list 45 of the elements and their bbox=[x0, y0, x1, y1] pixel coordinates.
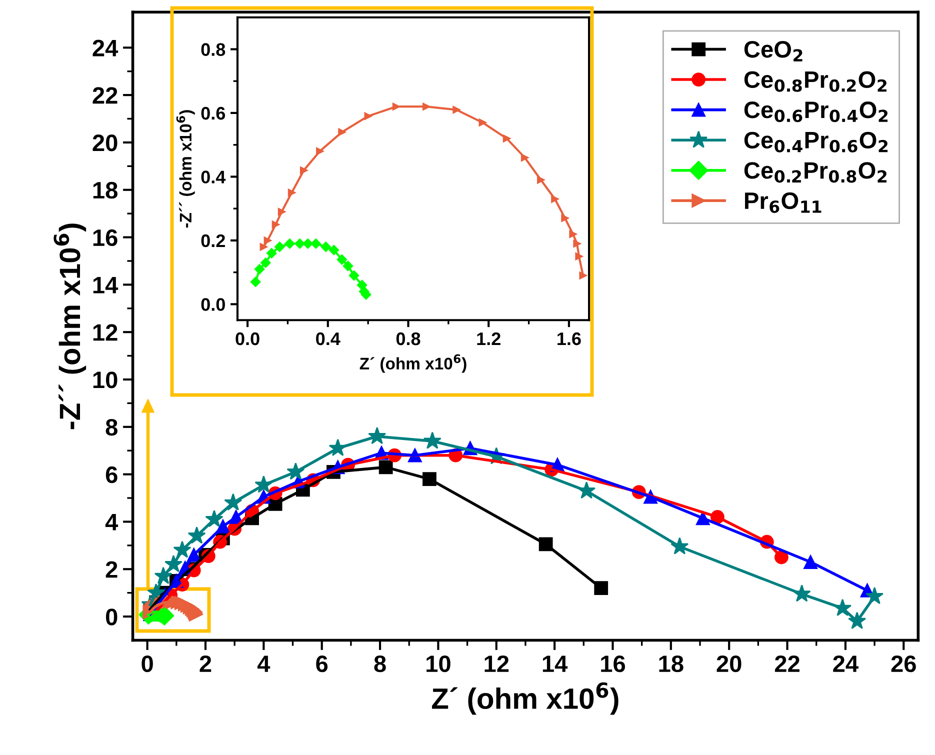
legend-label: Ce$_{0.6}$Pr$_{0.4}$O$_{2}$ bbox=[744, 102, 888, 122]
x-tick-label: 8 bbox=[374, 655, 386, 672]
y-tick-label: 20 bbox=[92, 134, 118, 152]
y-tick-label: 0 bbox=[106, 608, 118, 626]
x-tick-label: 16 bbox=[601, 655, 626, 672]
y-tick-label: 0.0 bbox=[201, 298, 225, 311]
legend-label: Ce$_{0.2}$Pr$_{0.8}$O$_{2}$ bbox=[744, 162, 886, 183]
y-tick-label: 0.2 bbox=[201, 234, 225, 248]
x-tick-label: 24 bbox=[833, 655, 858, 672]
x-tick-label: 0.4 bbox=[316, 332, 340, 346]
y-tick-label: 10 bbox=[93, 372, 118, 388]
x-tick-label: 12 bbox=[484, 655, 509, 672]
x-tick-label: 18 bbox=[659, 655, 684, 672]
y-tick-label: 8 bbox=[106, 418, 118, 436]
x-tick-label: 22 bbox=[774, 655, 800, 672]
x-tick-label: 1.6 bbox=[558, 332, 581, 346]
legend-label: Pr$_{6}$O$_{11}$ bbox=[745, 192, 822, 213]
x-tick-label: 0.8 bbox=[396, 332, 420, 346]
legend-label: Ce$_{0.8}$Pr$_{0.2}$O$_{2}$ bbox=[744, 71, 886, 92]
y-tick-label: 16 bbox=[93, 229, 118, 246]
legend-label: Ce$_{0.4}$Pr$_{0.6}$O$_{2}$ bbox=[744, 132, 888, 152]
y-tick-label: 6 bbox=[106, 466, 118, 484]
y-tick-label: 4 bbox=[105, 514, 118, 530]
x-tick-label: 1.2 bbox=[477, 332, 500, 346]
x-tick-label: 20 bbox=[716, 655, 742, 672]
x-tick-label: 0 bbox=[142, 655, 153, 672]
y-tick-label: 0.6 bbox=[201, 106, 226, 120]
y-tick-label: 24 bbox=[92, 40, 118, 56]
y-tick-label: 22 bbox=[92, 87, 118, 104]
y-axis-title: -Z´´ (ohm x10$^{6}$) bbox=[54, 224, 86, 430]
x-tick-label: 14 bbox=[542, 656, 568, 672]
x-tick-label: 10 bbox=[426, 655, 450, 672]
x-axis-title: Z´ (ohm x10$^{6}$) bbox=[432, 682, 618, 715]
y-tick-label: 14 bbox=[93, 276, 118, 294]
y-axis-title: -Z´´ (ohm x10$^{6}$) bbox=[176, 110, 195, 228]
x-tick-label: 26 bbox=[891, 655, 916, 672]
y-tick-label: 2 bbox=[106, 561, 118, 578]
x-tick-label: 0.0 bbox=[236, 332, 260, 346]
y-tick-label: 0.4 bbox=[201, 170, 226, 184]
x-tick-label: 6 bbox=[316, 655, 328, 672]
y-tick-label: 0.8 bbox=[201, 43, 226, 56]
y-tick-label: 18 bbox=[93, 182, 118, 199]
x-tick-label: 4 bbox=[257, 656, 270, 672]
x-axis-title: Z´ (ohm x10$^{6}$) bbox=[360, 354, 466, 373]
legend-label: CeO$_{2}$ bbox=[744, 40, 802, 62]
